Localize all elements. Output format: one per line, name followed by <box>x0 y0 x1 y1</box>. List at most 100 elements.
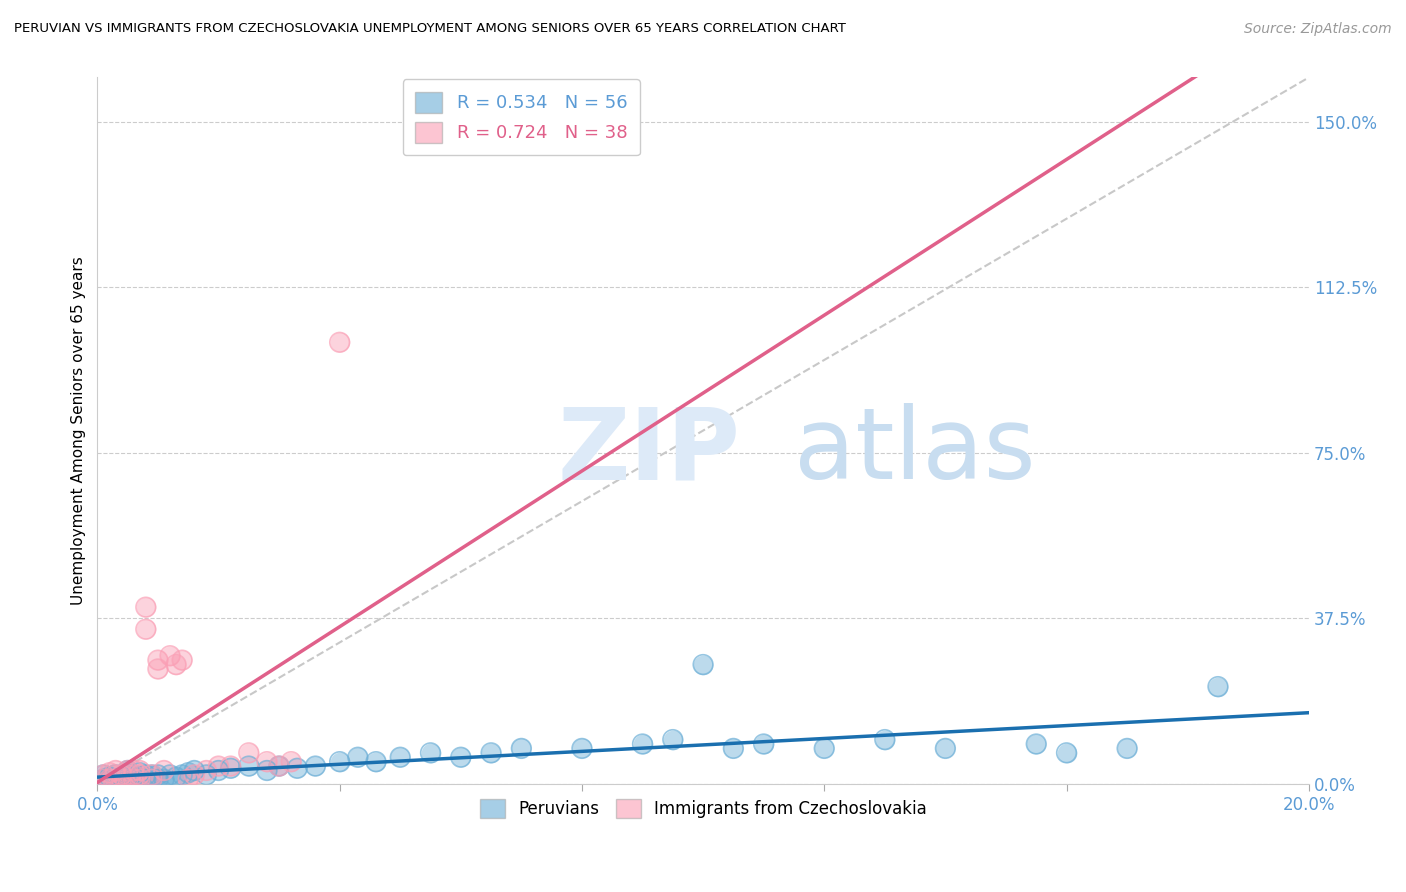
Point <box>267 759 290 773</box>
Point <box>692 657 714 672</box>
Point <box>389 750 412 764</box>
Point <box>280 755 302 769</box>
Point <box>479 746 502 760</box>
Point <box>219 759 242 773</box>
Point <box>364 755 387 769</box>
Point <box>141 772 163 787</box>
Point <box>207 764 229 778</box>
Point <box>256 764 278 778</box>
Point <box>419 746 441 760</box>
Point <box>93 772 115 787</box>
Point <box>98 772 121 787</box>
Point <box>813 741 835 756</box>
Point <box>195 764 218 778</box>
Point <box>662 732 685 747</box>
Point <box>256 755 278 769</box>
Point <box>1056 746 1078 760</box>
Point <box>117 764 139 778</box>
Point <box>117 764 139 778</box>
Point <box>117 772 139 787</box>
Point <box>304 759 326 773</box>
Point <box>122 768 145 782</box>
Point <box>153 772 176 787</box>
Point <box>172 768 194 782</box>
Point <box>98 770 121 784</box>
Point <box>146 653 169 667</box>
Point <box>135 768 157 782</box>
Point <box>238 759 260 773</box>
Point <box>110 768 132 782</box>
Point <box>110 772 132 787</box>
Point <box>141 768 163 782</box>
Point <box>419 746 441 760</box>
Point <box>93 768 115 782</box>
Point <box>207 759 229 773</box>
Point <box>141 768 163 782</box>
Point <box>1025 737 1047 751</box>
Point <box>141 772 163 787</box>
Point <box>122 764 145 778</box>
Point <box>1025 737 1047 751</box>
Point <box>146 662 169 676</box>
Point <box>146 772 169 787</box>
Point <box>98 772 121 787</box>
Point <box>93 768 115 782</box>
Point <box>146 768 169 782</box>
Point <box>141 772 163 787</box>
Point <box>93 772 115 787</box>
Point <box>122 768 145 782</box>
Point <box>117 772 139 787</box>
Point <box>238 746 260 760</box>
Y-axis label: Unemployment Among Seniors over 65 years: Unemployment Among Seniors over 65 years <box>72 256 86 605</box>
Point <box>172 653 194 667</box>
Point <box>141 772 163 787</box>
Point <box>159 648 181 663</box>
Point <box>117 768 139 782</box>
Point <box>135 772 157 787</box>
Point <box>813 741 835 756</box>
Point <box>267 759 290 773</box>
Point <box>141 768 163 782</box>
Point <box>104 768 127 782</box>
Point <box>280 755 302 769</box>
Point <box>110 770 132 784</box>
Point <box>329 755 352 769</box>
Point <box>183 764 205 778</box>
Point <box>153 764 176 778</box>
Point <box>146 768 169 782</box>
Point <box>1056 746 1078 760</box>
Point <box>128 768 150 782</box>
Point <box>135 772 157 787</box>
Point <box>110 768 132 782</box>
Point <box>1116 741 1139 756</box>
Point <box>104 764 127 778</box>
Point <box>117 768 139 782</box>
Point <box>117 772 139 787</box>
Point <box>256 755 278 769</box>
Point <box>219 761 242 775</box>
Point <box>135 622 157 636</box>
Point <box>128 765 150 780</box>
Point <box>128 772 150 787</box>
Point <box>723 741 745 756</box>
Point <box>165 770 187 784</box>
Point <box>1206 680 1229 694</box>
Point <box>172 653 194 667</box>
Point <box>122 772 145 787</box>
Point <box>153 772 176 787</box>
Point <box>128 764 150 778</box>
Legend: Peruvians, Immigrants from Czechoslovakia: Peruvians, Immigrants from Czechoslovaki… <box>472 792 934 825</box>
Point <box>177 765 200 780</box>
Point <box>122 768 145 782</box>
Point <box>98 765 121 780</box>
Point <box>752 737 775 751</box>
Point <box>172 768 194 782</box>
Text: ZIP: ZIP <box>558 403 741 500</box>
Point <box>135 768 157 782</box>
Point <box>631 737 654 751</box>
Point <box>104 764 127 778</box>
Point <box>267 759 290 773</box>
Point <box>93 772 115 787</box>
Point <box>207 759 229 773</box>
Point <box>165 657 187 672</box>
